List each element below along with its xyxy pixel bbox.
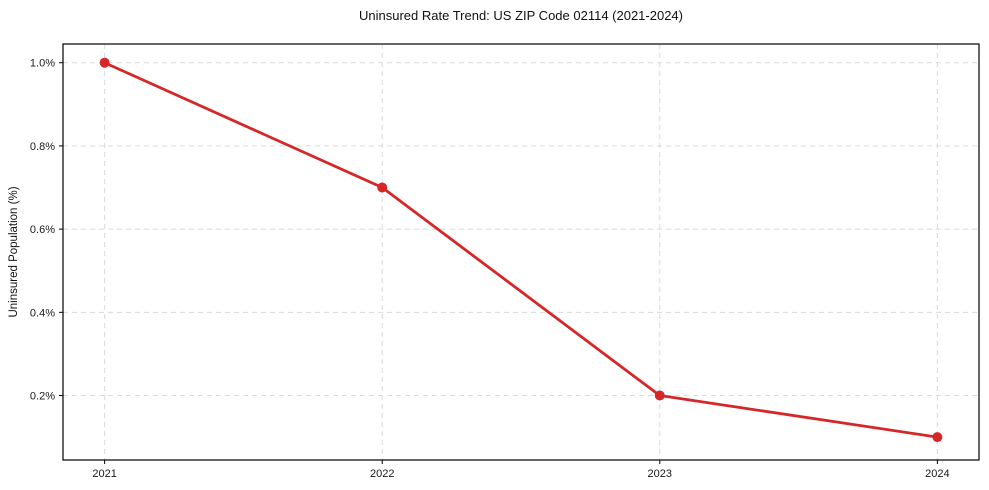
x-tick-label: 2022 <box>370 468 394 480</box>
y-tick-label: 0.4% <box>30 307 55 319</box>
x-tick-label: 2021 <box>92 468 116 480</box>
trend-line <box>103 61 939 439</box>
y-tick-label: 0.6% <box>30 224 55 236</box>
data-point <box>932 432 943 443</box>
x-tick-label: 2024 <box>925 468 949 480</box>
chart-title: Uninsured Rate Trend: US ZIP Code 02114 … <box>359 8 683 23</box>
y-axis-label: Uninsured Population (%) <box>8 186 20 318</box>
data-point <box>377 182 388 193</box>
data-point <box>654 390 665 401</box>
x-tick-label: 2023 <box>648 468 672 480</box>
y-tick-label: 1.0% <box>30 58 55 70</box>
plot-border <box>62 43 980 461</box>
y-tick-label: 0.8% <box>30 141 55 153</box>
data-point <box>99 57 110 68</box>
y-tick-label: 0.2% <box>30 391 55 403</box>
